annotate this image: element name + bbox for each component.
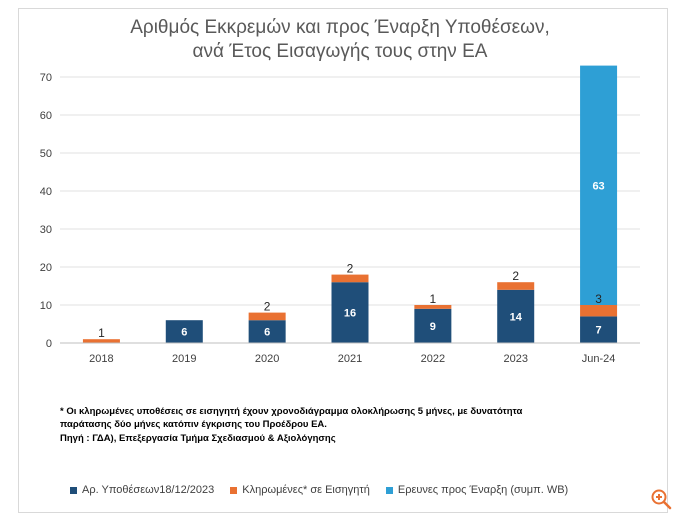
bar-segment bbox=[331, 282, 369, 343]
x-tick-label: 2018 bbox=[89, 353, 113, 365]
data-label: 14 bbox=[510, 311, 523, 323]
data-label: 2 bbox=[264, 300, 271, 314]
x-tick-label: 2022 bbox=[421, 353, 445, 365]
legend-item-investigations: Ερευνες προς Έναρξη (συμπ. WB) bbox=[385, 484, 569, 496]
legend-swatch-assigned bbox=[230, 486, 238, 494]
y-tick-label: 50 bbox=[40, 148, 52, 160]
legend-label-investigations: Ερευνες προς Έναρξη (συμπ. WB) bbox=[397, 484, 569, 496]
y-tick-label: 20 bbox=[40, 262, 52, 274]
x-tick-label: 2023 bbox=[503, 353, 527, 365]
data-label: 7 bbox=[596, 325, 602, 337]
legend-item-assigned: Κληρωμένες* σε Εισηγητή bbox=[230, 484, 370, 496]
bar-segment bbox=[580, 305, 618, 317]
y-tick-label: 40 bbox=[40, 186, 52, 198]
data-label: 63 bbox=[592, 180, 604, 192]
y-tick-label: 30 bbox=[40, 224, 52, 236]
zoom-in-icon[interactable] bbox=[650, 488, 672, 510]
data-label: 16 bbox=[344, 308, 356, 320]
data-label: 3 bbox=[595, 292, 602, 306]
x-tick-label: 2019 bbox=[172, 353, 196, 365]
data-label: 2 bbox=[347, 262, 354, 276]
y-tick-label: 10 bbox=[40, 300, 52, 312]
y-tick-label: 60 bbox=[40, 110, 52, 122]
legend-item-cases: Αρ. Υποθέσεων18/12/2023 bbox=[70, 484, 214, 496]
y-tick-label: 70 bbox=[40, 72, 52, 84]
x-tick-label: Jun-24 bbox=[582, 353, 616, 365]
legend-swatch-cases bbox=[70, 486, 77, 494]
chart-frame bbox=[18, 8, 668, 513]
bar-segment bbox=[82, 339, 120, 343]
legend-label-cases: Αρ. Υποθέσεων18/12/2023 bbox=[82, 484, 215, 496]
footnote-line1: * Οι κληρωμένες υποθέσεις σε εισηγητή έχ… bbox=[60, 406, 523, 417]
bar-segment bbox=[248, 312, 286, 321]
legend: Αρ. Υποθέσεων18/12/2023 Κληρωμένες* σε Ε… bbox=[70, 484, 568, 496]
bar-segment bbox=[497, 289, 535, 343]
legend-swatch-investigations bbox=[385, 486, 393, 494]
bar-segment bbox=[331, 274, 369, 283]
footnote-line2: παράτασης δύο μήνες κατόπιν έγκρισης του… bbox=[60, 419, 327, 430]
legend-label-assigned: Κληρωμένες* σε Εισηγητή bbox=[242, 484, 370, 496]
bar-segment bbox=[580, 316, 618, 343]
x-tick-label: 2020 bbox=[255, 353, 279, 365]
data-label: 6 bbox=[181, 327, 187, 339]
bar-segment bbox=[414, 308, 452, 343]
y-tick-label: 0 bbox=[46, 338, 52, 350]
data-label: 1 bbox=[98, 326, 105, 340]
data-label: 1 bbox=[430, 292, 437, 306]
x-tick-label: 2021 bbox=[338, 353, 362, 365]
bar-segment bbox=[414, 305, 452, 309]
chart-title-line2: ανά Έτος Εισαγωγής τους στην ΕΑ bbox=[192, 41, 488, 62]
chart-title-line1: Αριθμός Εκκρεμών και προς Έναρξη Υποθέσε… bbox=[130, 17, 550, 38]
data-label: 2 bbox=[512, 269, 519, 283]
source-note: Πηγή : ΓΔΑ), Επεξεργασία Τμήμα Σχεδιασμο… bbox=[60, 433, 336, 444]
data-label: 6 bbox=[264, 327, 270, 339]
bar-segment bbox=[497, 282, 535, 290]
data-label: 9 bbox=[430, 321, 436, 333]
bar-segment bbox=[248, 320, 286, 343]
bar-segment bbox=[580, 65, 618, 305]
bar-segment bbox=[165, 320, 203, 343]
